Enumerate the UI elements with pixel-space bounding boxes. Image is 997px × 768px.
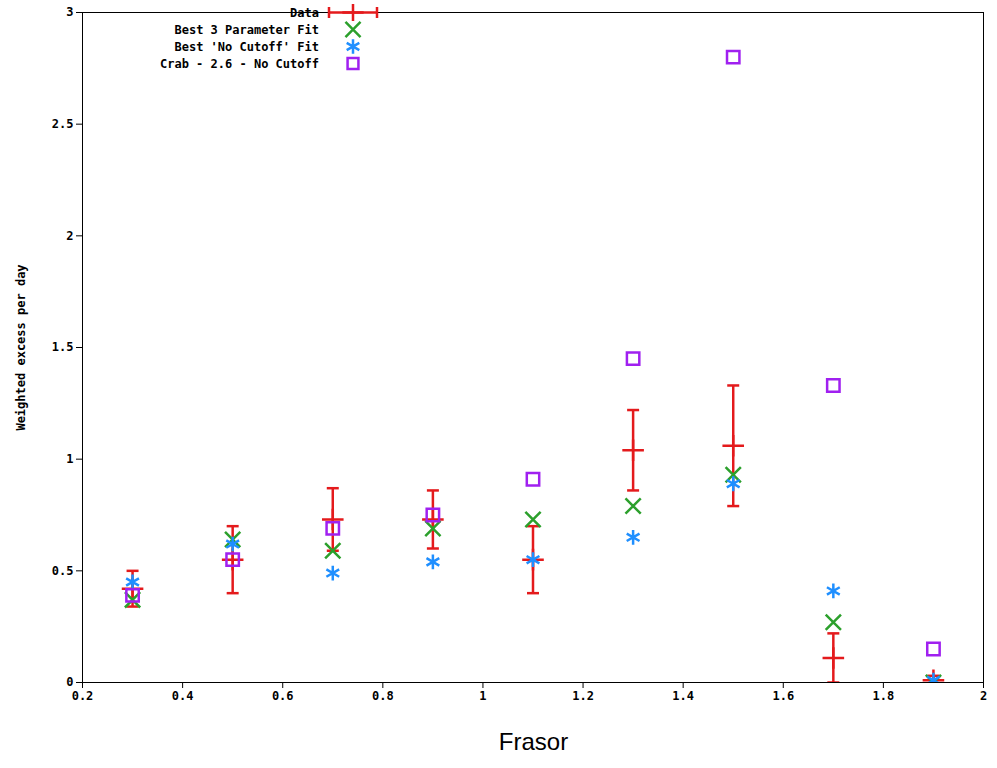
svg-text:0.8: 0.8 [372, 689, 394, 703]
svg-text:1.6: 1.6 [772, 689, 794, 703]
svg-text:Weighted excess per day: Weighted excess per day [14, 264, 28, 430]
html-text:Best 3 Parameter Fit: Best 3 Parameter Fit [174, 22, 319, 37]
svg-text:1.4: 1.4 [672, 689, 694, 703]
svg-text:1.8: 1.8 [873, 689, 895, 703]
html-text:Data: Data [290, 5, 319, 20]
svg-text:0.4: 0.4 [172, 689, 194, 703]
html-text:Crab - 2.6 - No Cutoff: Crab - 2.6 - No Cutoff [160, 56, 319, 71]
svg-text:2: 2 [980, 689, 987, 703]
svg-text:3: 3 [66, 5, 73, 19]
svg-text:1.2: 1.2 [572, 689, 594, 703]
svg-text:0: 0 [66, 675, 73, 689]
svg-text:1.5: 1.5 [52, 340, 74, 354]
svg-text:1: 1 [479, 689, 486, 703]
svg-text:0.5: 0.5 [52, 564, 74, 578]
svg-text:0.2: 0.2 [72, 689, 94, 703]
html-text:Best 'No Cutoff' Fit: Best 'No Cutoff' Fit [174, 39, 319, 54]
svg-text:2: 2 [66, 229, 73, 243]
svg-text:1: 1 [66, 452, 73, 466]
svg-text:0.6: 0.6 [272, 689, 294, 703]
html-text:Frasor: Frasor [498, 728, 569, 755]
svg-text:2.5: 2.5 [52, 117, 74, 131]
